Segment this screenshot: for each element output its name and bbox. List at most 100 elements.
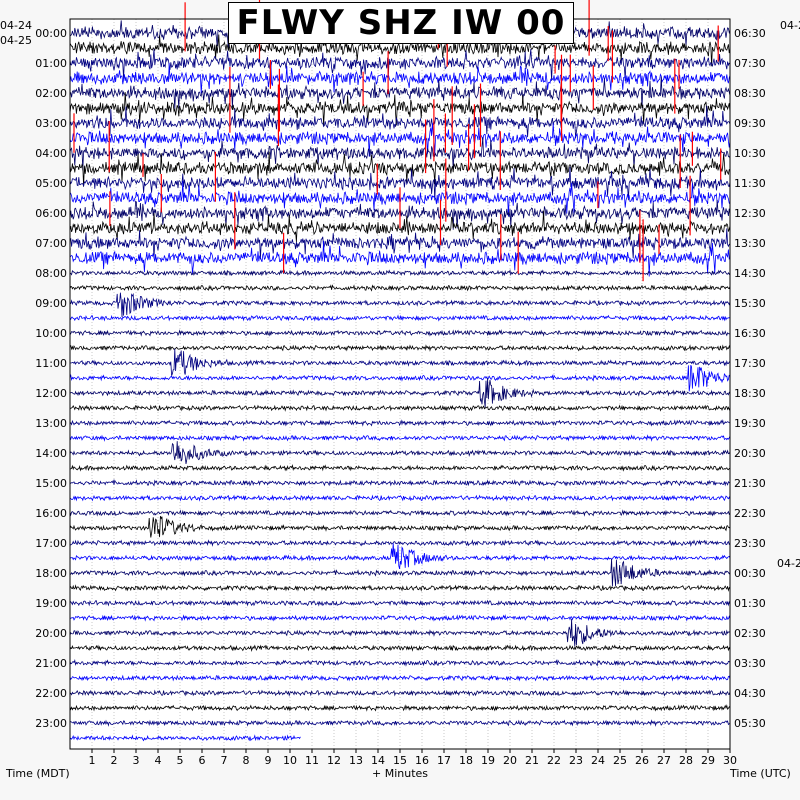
x-tick-label: 28: [679, 754, 693, 767]
seismic-trace: [69, 314, 731, 322]
x-tick-label: 20: [503, 754, 517, 767]
x-tick-label: 9: [265, 754, 272, 767]
left-time-label: 04:00: [35, 147, 67, 160]
seismic-trace: [69, 269, 731, 277]
right-time-label: 05:30: [734, 717, 766, 730]
left-time-label: 16:00: [35, 507, 67, 520]
x-tick-label: 17: [437, 754, 451, 767]
right-start-date: 04-2: [780, 19, 800, 32]
right-time-label: 09:30: [734, 117, 766, 130]
left-time-label: 20:00: [35, 627, 67, 640]
x-tick-label: 8: [243, 754, 250, 767]
right-time-label: 15:30: [734, 297, 766, 310]
left-time-label: 00:00: [35, 27, 67, 40]
seismic-trace: [69, 48, 731, 81]
right-time-label: 10:30: [734, 147, 766, 160]
right-next-date: 04-2: [777, 557, 800, 570]
seismic-trace: [69, 137, 731, 171]
seismic-trace: [69, 122, 731, 157]
left-time-label: 03:00: [35, 117, 67, 130]
x-tick-label: 13: [349, 754, 363, 767]
x-tick-label: 21: [525, 754, 539, 767]
seismic-trace: [69, 348, 731, 376]
seismic-trace: [69, 441, 731, 464]
x-tick-label: 26: [635, 754, 649, 767]
left-time-ticks: 00:00 01:00 02:00 03:00 04:00 05:00 06:00 07:00…: [35, 27, 67, 730]
left-time-label: 02:00: [35, 87, 67, 100]
seismic-trace: [69, 419, 731, 427]
x-tick-label: 23: [569, 754, 583, 767]
x-tick-label: 11: [305, 754, 319, 767]
seismic-trace: [69, 464, 731, 472]
x-tick-label: 19: [481, 754, 495, 767]
right-time-label: 23:30: [734, 537, 766, 550]
left-time-label: 23:00: [35, 717, 67, 730]
seismic-trace: [69, 365, 731, 392]
plot-area: [69, 18, 731, 750]
x-tick-label: 6: [199, 754, 206, 767]
x-tick-label: 2: [111, 754, 118, 767]
bottom-axis-label: + Minutes: [372, 767, 429, 780]
left-time-label: 13:00: [35, 417, 67, 430]
seismic-trace: [69, 659, 731, 667]
left-time-label: 06:00: [35, 207, 67, 220]
right-time-label: 17:30: [734, 357, 766, 370]
seismic-trace: [69, 210, 731, 243]
x-tick-label: 15: [393, 754, 407, 767]
right-time-label: 04:30: [734, 687, 766, 700]
left-time-label: 22:00: [35, 687, 67, 700]
seismic-trace: [69, 292, 731, 318]
x-tick-label: 4: [155, 754, 162, 767]
seismic-trace: [69, 614, 731, 622]
right-time-label: 14:30: [734, 267, 766, 280]
x-tick-label: 16: [415, 754, 429, 767]
right-time-label: 13:30: [734, 237, 766, 250]
seismic-trace: [69, 151, 731, 187]
seismic-trace: [69, 543, 731, 570]
left-time-label: 14:00: [35, 447, 67, 460]
seismic-trace: [69, 284, 731, 292]
right-time-label: 02:30: [734, 627, 766, 640]
seismic-trace: [69, 494, 731, 502]
left-time-label: 12:00: [35, 387, 67, 400]
left-time-label: 05:00: [35, 177, 67, 190]
left-time-label: 08:00: [35, 267, 67, 280]
seismic-trace: [69, 584, 731, 592]
x-tick-label: 12: [327, 754, 341, 767]
x-tick-label: 22: [547, 754, 561, 767]
right-time-label: 08:30: [734, 87, 766, 100]
seismic-trace: [69, 228, 731, 260]
right-time-label: 18:30: [734, 387, 766, 400]
right-time-label: 01:30: [734, 597, 766, 610]
x-tick-label: 7: [221, 754, 228, 767]
right-time-label: 12:30: [734, 207, 766, 220]
left-time-label: 01:00: [35, 57, 67, 70]
seismic-trace: [69, 515, 731, 538]
seismic-trace: [69, 344, 731, 352]
seismic-trace: [69, 719, 731, 727]
right-time-label: 11:30: [734, 177, 766, 190]
left-time-label: 18:00: [35, 567, 67, 580]
seismic-trace: [69, 479, 731, 487]
seismic-trace: [69, 704, 731, 712]
right-axis-label: Time (UTC): [730, 767, 791, 780]
right-time-label: 21:30: [734, 477, 766, 490]
seismic-trace: [69, 509, 731, 517]
left-time-label: 21:00: [35, 657, 67, 670]
left-next-date: 04-25: [0, 34, 32, 47]
right-time-label: 06:30: [734, 27, 766, 40]
right-time-ticks: 06:30 07:30 08:30 09:30 10:30 11:30 12:30 13:30…: [734, 27, 766, 730]
x-tick-label: 25: [613, 754, 627, 767]
left-start-date: 04-24: [0, 19, 32, 32]
seismic-trace: [69, 404, 731, 412]
seismic-trace: [69, 329, 731, 337]
seismic-trace: [70, 378, 731, 408]
left-time-label: 09:00: [35, 297, 67, 310]
seismic-trace: [69, 558, 731, 587]
left-time-label: 19:00: [35, 597, 67, 610]
left-time-label: 17:00: [35, 537, 67, 550]
seismic-trace: [69, 105, 731, 139]
station-title: FLWY SHZ IW 00: [236, 3, 566, 43]
x-tick-label: 24: [591, 754, 605, 767]
